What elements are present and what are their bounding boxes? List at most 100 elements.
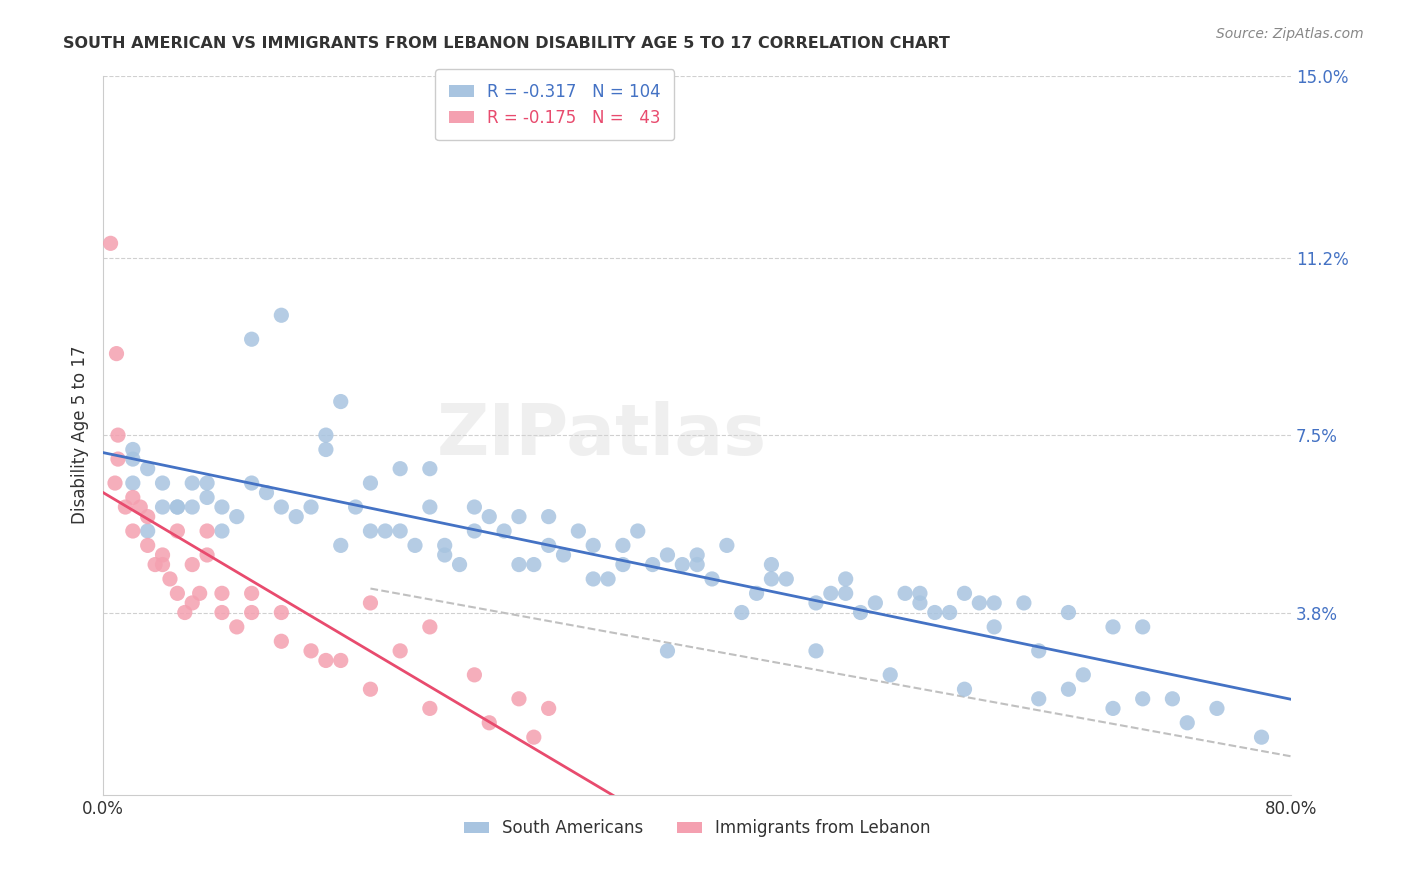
Point [1028,691,1050,706]
Point [419,620,441,634]
Point [152,500,174,514]
Point [924,606,946,620]
Point [969,596,991,610]
Point [463,524,485,538]
Point [211,524,233,538]
Point [612,538,634,552]
Point [879,668,901,682]
Point [181,500,204,514]
Point [359,476,381,491]
Point [152,476,174,491]
Point [374,524,396,538]
Point [1028,644,1050,658]
Point [582,538,605,552]
Point [105,346,128,360]
Point [195,491,218,505]
Point [1206,701,1229,715]
Point [225,509,247,524]
Point [478,715,501,730]
Point [404,538,426,552]
Point [804,644,827,658]
Point [240,476,263,491]
Point [657,548,679,562]
Point [1175,715,1198,730]
Point [567,524,589,538]
Point [523,730,546,744]
Point [908,596,931,610]
Point [121,491,143,505]
Point [834,572,856,586]
Point [508,509,530,524]
Point [121,452,143,467]
Point [114,500,136,514]
Point [166,500,188,514]
Point [240,586,263,600]
Point [508,558,530,572]
Point [136,509,159,524]
Point [761,558,783,572]
Point [107,452,129,467]
Point [716,538,738,552]
Point [671,558,693,572]
Point [136,461,159,475]
Point [166,586,188,600]
Point [953,586,976,600]
Point [389,524,412,538]
Point [596,572,619,586]
Point [270,500,292,514]
Point [299,500,322,514]
Point [121,442,143,457]
Point [820,586,842,600]
Point [270,308,292,322]
Point [240,606,263,620]
Point [1161,691,1184,706]
Point [143,558,166,572]
Point [463,668,485,682]
Point [136,524,159,538]
Text: ZIPatlas: ZIPatlas [437,401,768,469]
Point [344,500,367,514]
Point [152,558,174,572]
Point [657,644,679,658]
Text: SOUTH AMERICAN VS IMMIGRANTS FROM LEBANON DISABILITY AGE 5 TO 17 CORRELATION CHA: SOUTH AMERICAN VS IMMIGRANTS FROM LEBANO… [63,36,950,51]
Point [1012,596,1035,610]
Point [419,701,441,715]
Point [129,500,152,514]
Point [478,509,501,524]
Point [181,558,204,572]
Point [775,572,797,586]
Point [121,476,143,491]
Point [100,236,122,251]
Point [240,332,263,346]
Point [1071,668,1094,682]
Point [553,548,575,562]
Point [834,586,856,600]
Point [299,644,322,658]
Point [537,538,560,552]
Point [641,558,664,572]
Point [700,572,723,586]
Point [195,476,218,491]
Point [359,524,381,538]
Point [627,524,650,538]
Legend: South Americans, Immigrants from Lebanon: South Americans, Immigrants from Lebanon [457,813,938,844]
Point [195,524,218,538]
Point [285,509,308,524]
Point [523,558,546,572]
Point [173,606,195,620]
Point [1057,606,1080,620]
Point [270,634,292,648]
Point [188,586,211,600]
Point [433,538,456,552]
Point [166,524,188,538]
Point [315,653,337,667]
Point [537,509,560,524]
Point [315,442,337,457]
Point [104,476,127,491]
Point [849,606,872,620]
Point [329,538,352,552]
Point [419,500,441,514]
Point [508,691,530,706]
Text: Source: ZipAtlas.com: Source: ZipAtlas.com [1216,27,1364,41]
Point [419,461,441,475]
